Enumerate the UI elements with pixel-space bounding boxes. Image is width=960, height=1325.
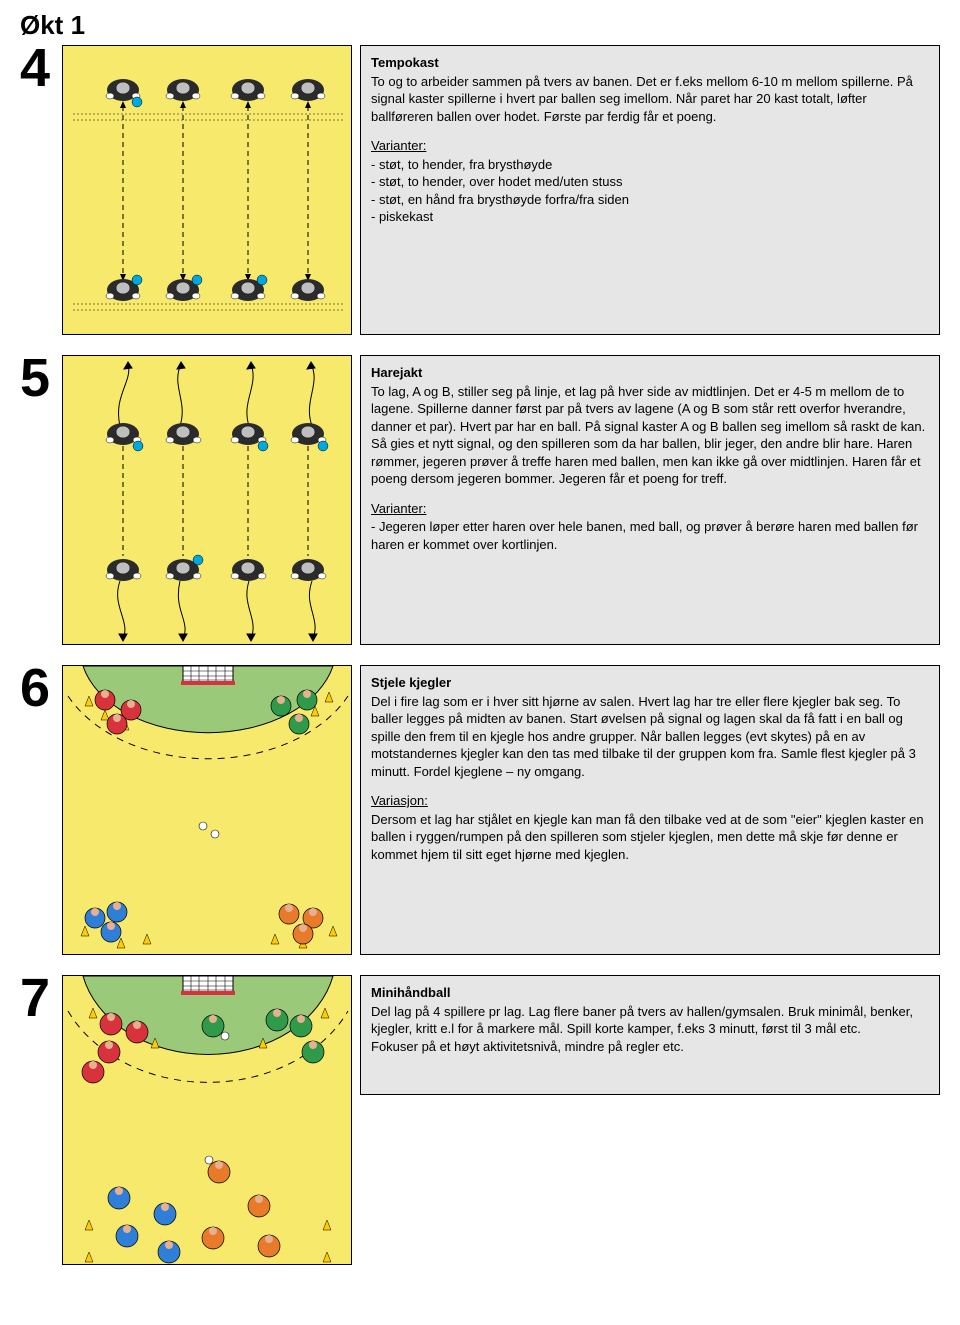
exercise-5-text: Harejakt To lag, A og B, stiller seg på … bbox=[360, 355, 940, 645]
exercise-5: 5 bbox=[20, 355, 940, 645]
exercise-title: Tempokast bbox=[371, 54, 929, 72]
exercise-6-diagram bbox=[62, 665, 352, 955]
exercise-7-diagram bbox=[62, 975, 352, 1265]
variants-label: Varianter: bbox=[371, 500, 929, 518]
exercise-body: To lag, A og B, stiller seg på linje, et… bbox=[371, 383, 929, 488]
exercise-6-text: Stjele kjegler Del i fire lag som er i h… bbox=[360, 665, 940, 955]
exercise-6: 6 bbox=[20, 665, 940, 955]
exercise-7: 7 bbox=[20, 975, 940, 1265]
page-title: Økt 1 bbox=[20, 10, 940, 41]
exercise-number: 5 bbox=[20, 351, 62, 405]
variants-body: - støt, to hender, fra brysthøyde - støt… bbox=[371, 156, 929, 226]
exercise-4-diagram bbox=[62, 45, 352, 335]
exercise-number: 4 bbox=[20, 41, 62, 95]
exercise-4-text: Tempokast To og to arbeider sammen på tv… bbox=[360, 45, 940, 335]
variants-label: Variasjon: bbox=[371, 792, 929, 810]
exercise-body: Del lag på 4 spillere pr lag. Lag flere … bbox=[371, 1003, 929, 1056]
goal-icon bbox=[181, 666, 235, 685]
exercise-7-text: Minihåndball Del lag på 4 spillere pr la… bbox=[360, 975, 940, 1095]
exercise-5-diagram bbox=[62, 355, 352, 645]
exercise-body: Del i fire lag som er i hver sitt hjørne… bbox=[371, 693, 929, 781]
exercise-title: Stjele kjegler bbox=[371, 674, 929, 692]
variants-label: Varianter: bbox=[371, 137, 929, 155]
variants-body: Dersom et lag har stjålet en kjegle kan … bbox=[371, 811, 929, 864]
exercise-4: 4 bbox=[20, 45, 940, 335]
exercise-number: 7 bbox=[20, 971, 62, 1025]
exercise-number: 6 bbox=[20, 661, 62, 715]
exercise-title: Harejakt bbox=[371, 364, 929, 382]
exercise-body: To og to arbeider sammen på tvers av ban… bbox=[371, 73, 929, 126]
variants-body: - Jegeren løper etter haren over hele ba… bbox=[371, 518, 929, 553]
exercise-title: Minihåndball bbox=[371, 984, 929, 1002]
